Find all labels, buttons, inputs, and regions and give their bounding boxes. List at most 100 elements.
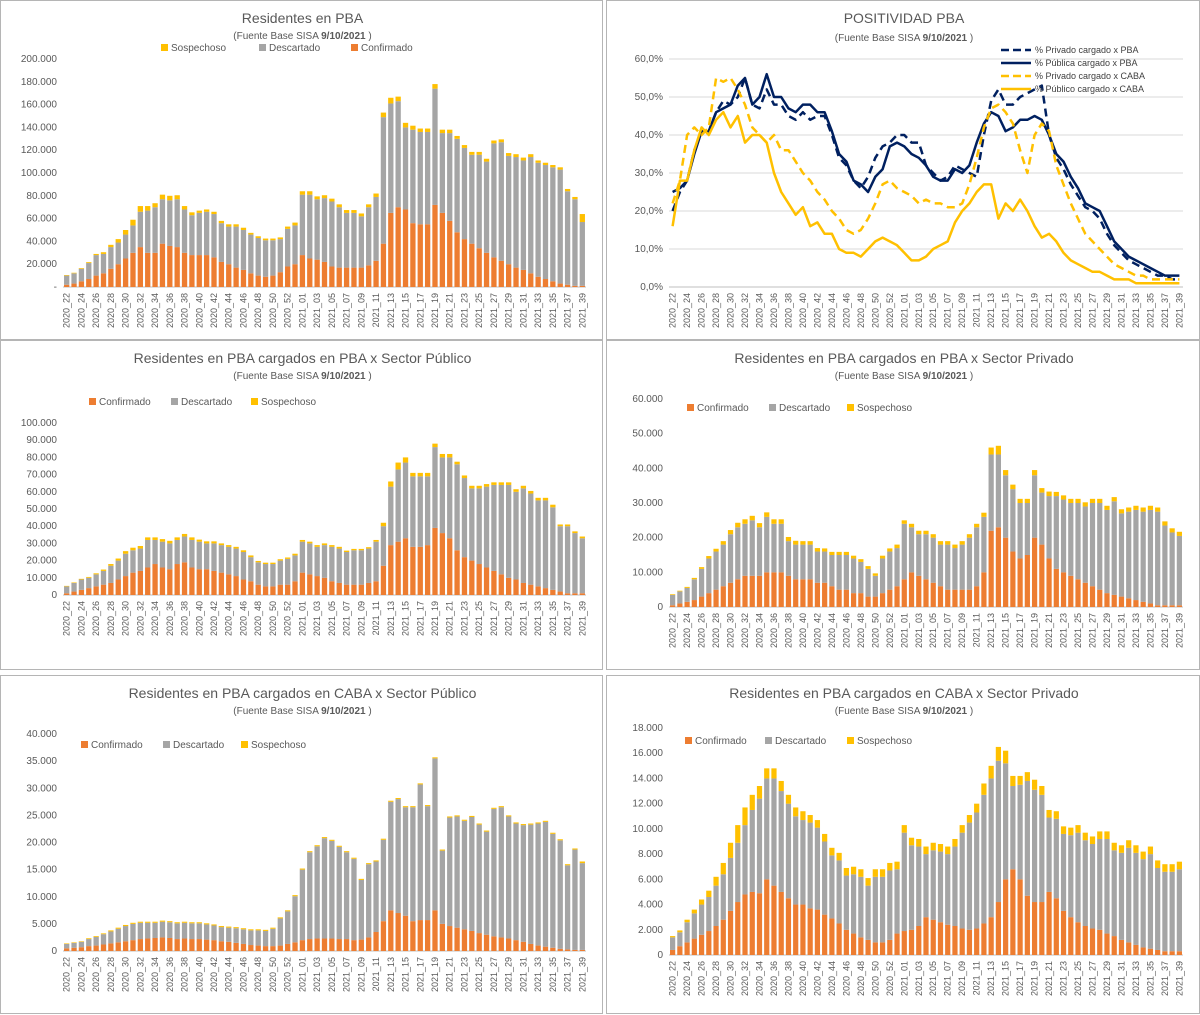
bar-sospechoso	[71, 272, 77, 274]
x-tick-label: 2020_30	[121, 293, 131, 328]
bar-confirmado	[916, 575, 922, 607]
bar-descartado	[491, 143, 497, 258]
bar-sospechoso	[321, 837, 328, 839]
bar-descartado	[535, 500, 541, 587]
bar-descartado	[388, 801, 394, 911]
bar-sospechoso	[454, 815, 460, 817]
x-tick-label: 2021_07	[943, 293, 953, 328]
bar-confirmado	[292, 581, 298, 595]
bar-descartado	[373, 861, 379, 933]
bar-sospechoso	[469, 815, 475, 818]
y-tick-label: 30.000	[26, 538, 57, 549]
bar-descartado	[248, 557, 254, 582]
legend-label: Confirmado	[695, 736, 747, 747]
bar-confirmado	[93, 945, 99, 951]
x-tick-label: 2021_19	[1030, 613, 1040, 648]
bar-descartado	[735, 527, 741, 580]
bar-sospechoso	[1068, 498, 1074, 503]
chart-title: Residentes en PBA cargados en PBA x Sect…	[134, 350, 472, 366]
chart-residentes-pba: Residentes en PBA (Fuente Base SISA 9/10/…	[0, 0, 603, 340]
x-tick-label: 2021_37	[563, 601, 573, 636]
y-tick-label: 15.000	[26, 865, 57, 876]
bar-sospechoso	[373, 860, 379, 862]
x-tick-label: 2020_38	[783, 613, 793, 648]
bar-descartado	[351, 550, 357, 585]
bar-descartado	[159, 199, 166, 244]
bar-descartado	[1089, 844, 1096, 929]
bar-sospechoso	[764, 768, 770, 779]
bar-confirmado	[366, 265, 372, 287]
bar-confirmado	[1097, 589, 1103, 607]
chart-caba-sector-privado: Residentes en PBA cargados en CABA x Sec…	[606, 675, 1200, 1014]
x-tick-label: 2021_33	[1131, 613, 1141, 648]
x-tick-label: 2020_24	[76, 957, 86, 992]
bar-descartado	[887, 551, 893, 590]
bar-confirmado	[226, 264, 232, 287]
bar-confirmado	[670, 605, 676, 607]
bar-confirmado	[865, 596, 871, 607]
bar-descartado	[447, 817, 453, 927]
bar-confirmado	[1140, 947, 1146, 955]
bar-descartado	[432, 447, 438, 528]
x-tick-label: 2021_01	[297, 293, 307, 328]
bar-sospechoso	[93, 253, 99, 256]
x-tick-label: 2020_34	[754, 961, 764, 996]
x-tick-label: 2020_36	[769, 961, 779, 996]
x-tick-label: 2021_21	[445, 293, 455, 328]
bar-confirmado	[285, 266, 291, 287]
bar-sospechoso	[307, 541, 313, 544]
bar-descartado	[749, 809, 755, 892]
bar-confirmado	[64, 593, 70, 595]
x-tick-label: 2020_30	[726, 293, 736, 328]
bar-confirmado	[858, 593, 864, 607]
bar-descartado	[461, 478, 468, 558]
bar-confirmado	[122, 576, 129, 595]
legend-swatch	[259, 44, 266, 51]
x-tick-label: 2021_03	[914, 613, 924, 648]
x-tick-label: 2020_38	[180, 957, 190, 992]
bar-descartado	[189, 539, 195, 568]
y-tick-label: 50.000	[632, 429, 663, 440]
bar-confirmado	[307, 939, 313, 951]
bar-descartado	[756, 527, 763, 576]
bar-descartado	[218, 545, 225, 573]
bar-sospechoso	[1162, 864, 1168, 872]
bar-confirmado	[424, 545, 431, 595]
bar-descartado	[388, 103, 394, 213]
bar-descartado	[1097, 838, 1103, 930]
bar-sospechoso	[196, 210, 202, 213]
bar-sospechoso	[167, 921, 173, 923]
x-tick-label: 2021_39	[577, 601, 587, 636]
bar-sospechoso	[756, 523, 763, 528]
bar-confirmado	[491, 570, 497, 595]
bar-descartado	[181, 536, 188, 563]
bar-sospechoso	[1169, 864, 1175, 872]
bar-sospechoso	[887, 548, 893, 552]
x-tick-label: 2021_27	[1088, 293, 1098, 328]
bar-confirmado	[358, 939, 364, 951]
bar-confirmado	[988, 917, 994, 955]
bar-confirmado	[248, 273, 254, 287]
y-tick-label: 30,0%	[635, 168, 663, 179]
bar-confirmado	[1169, 951, 1175, 955]
bar-descartado	[292, 896, 298, 943]
chart-title: Residentes en PBA	[242, 10, 364, 26]
bar-sospechoso	[572, 196, 578, 200]
bar-sospechoso	[901, 825, 907, 833]
bar-confirmado	[937, 586, 944, 607]
bar-descartado	[130, 923, 136, 941]
bar-sospechoso	[491, 482, 497, 485]
bar-sospechoso	[1104, 831, 1110, 839]
bar-sospechoso	[262, 562, 269, 565]
bar-sospechoso	[402, 806, 409, 808]
bar-sospechoso	[988, 765, 994, 779]
x-tick-label: 2021_25	[474, 293, 484, 328]
bar-descartado	[959, 832, 965, 929]
y-tick-label: 10.000	[632, 567, 663, 578]
x-tick-label: 2020_52	[885, 293, 895, 328]
x-tick-label: 2020_28	[711, 613, 721, 648]
bar-descartado	[865, 885, 871, 940]
bar-descartado	[807, 544, 813, 580]
bar-descartado	[506, 484, 512, 578]
bar-sospechoso	[1060, 495, 1067, 500]
